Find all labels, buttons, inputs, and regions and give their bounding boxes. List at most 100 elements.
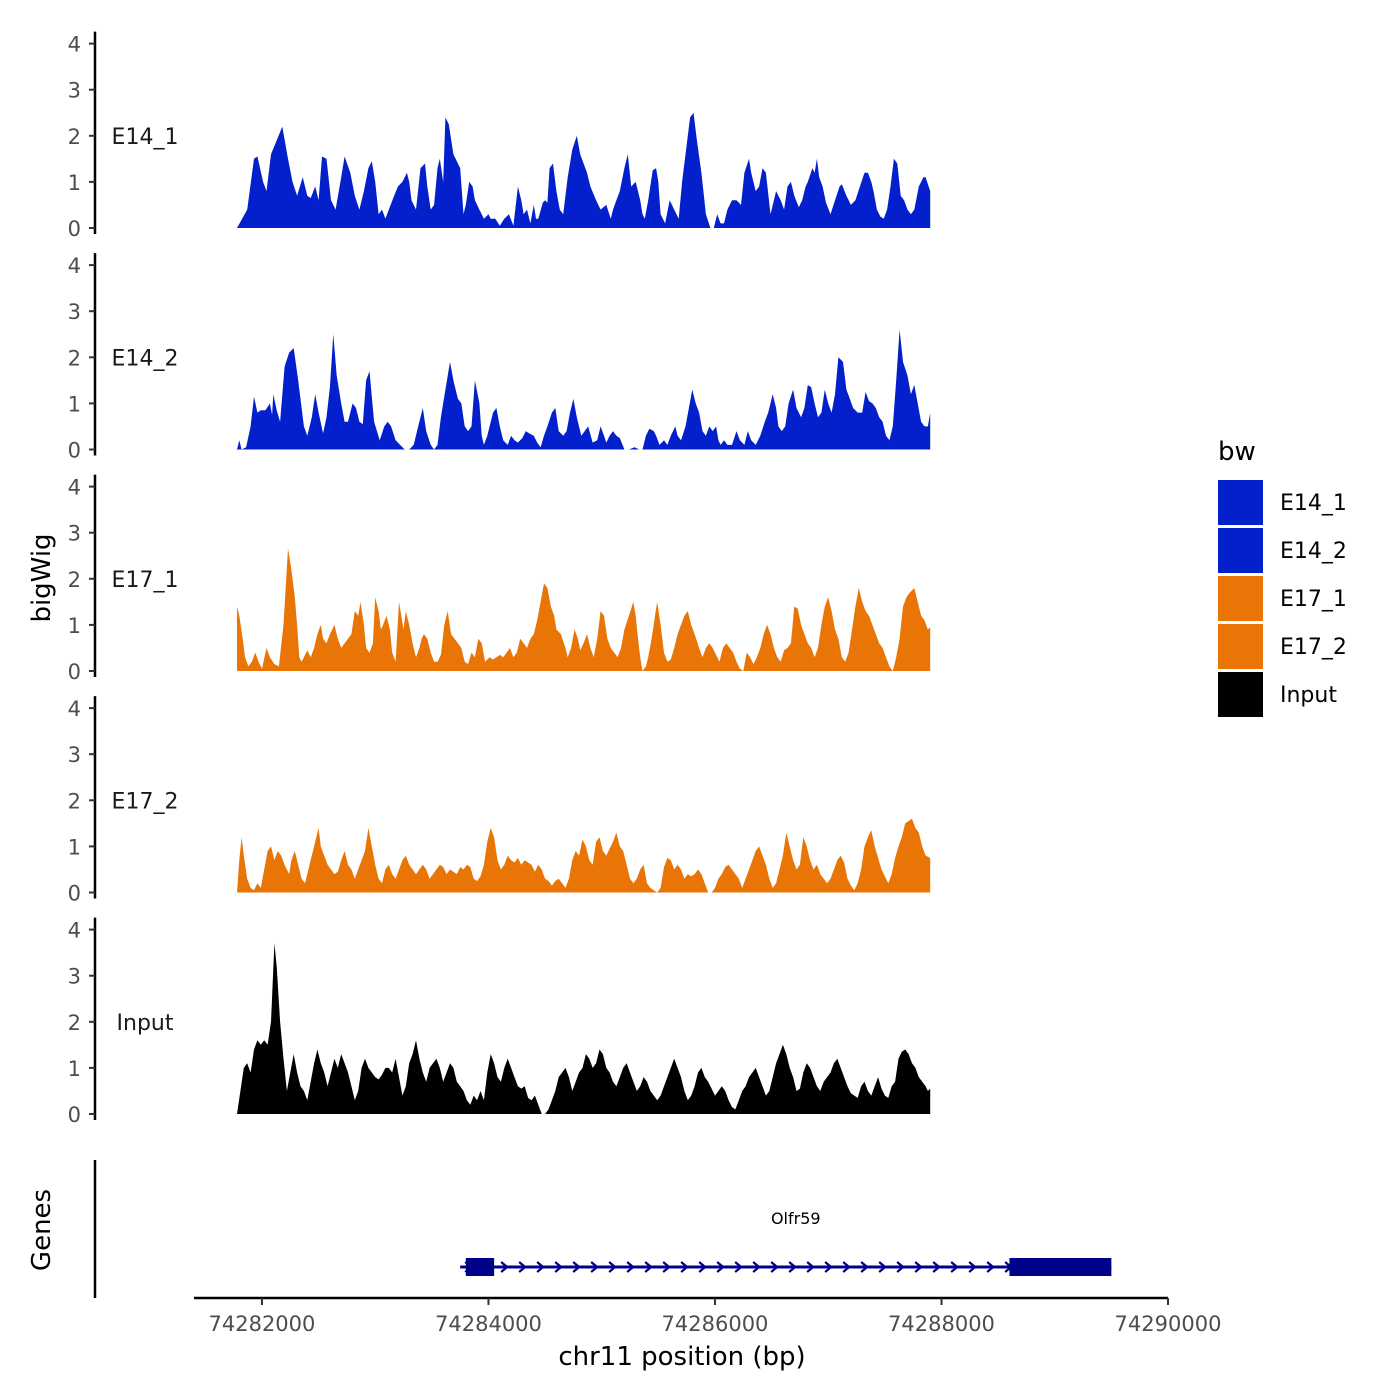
y-tick-label-E14_1-2: 2	[68, 125, 81, 149]
track-label-E17_2: E17_2	[112, 789, 179, 814]
legend-item-E14_1[interactable]: E14_1	[1218, 480, 1347, 525]
y-tick-label-E17_2-2: 2	[68, 789, 81, 813]
legend-label-Input: Input	[1280, 683, 1337, 708]
y-tick-label-Input-1: 1	[68, 1057, 81, 1081]
strand-arrow-icon	[842, 1261, 851, 1273]
legend-swatch-Input	[1218, 672, 1263, 717]
track-label-Input: Input	[117, 1011, 174, 1036]
panel-Input: 0 1 2 3 4 Input	[68, 917, 931, 1127]
strand-arrow-icon	[716, 1261, 725, 1273]
x-axis-title: chr11 position (bp)	[558, 1342, 805, 1372]
strand-arrow-icon	[572, 1261, 581, 1273]
panel-E14_1: 0 1 2 3 4 E14_1	[68, 31, 931, 241]
legend-swatch-E17_2	[1218, 624, 1263, 669]
legend-label-E17_2: E17_2	[1280, 635, 1347, 660]
gene-panel-title: Genes	[27, 1189, 57, 1271]
y-tick-label-E17_1-2: 2	[68, 568, 81, 592]
strand-arrow-icon	[644, 1261, 653, 1273]
y-tick-label-E14_2-2: 2	[68, 346, 81, 370]
strand-arrow-icon	[986, 1261, 995, 1273]
strand-arrow-icon	[878, 1261, 887, 1273]
y-tick-label-E17_1-0: 0	[68, 660, 81, 684]
x-tick-label-74288000: 74288000	[888, 1312, 995, 1336]
strand-arrow-icon	[680, 1261, 689, 1273]
strand-arrow-icon	[806, 1261, 815, 1273]
gene-exon-1	[465, 1258, 495, 1276]
y-tick-label-E14_2-4: 4	[68, 254, 81, 278]
y-tick-label-Input-0: 0	[68, 1103, 81, 1127]
x-tick-label-74284000: 74284000	[435, 1312, 542, 1336]
legend-item-E14_2[interactable]: E14_2	[1218, 528, 1347, 573]
y-tick-label-E17_1-3: 3	[68, 522, 81, 546]
y-tick-label-E17_2-3: 3	[68, 743, 81, 767]
panel-E17_2: 0 1 2 3 4 E17_2	[68, 696, 931, 906]
y-tick-label-E17_1-4: 4	[68, 476, 81, 500]
strand-arrow-icon	[698, 1261, 707, 1273]
strand-arrow-icon	[518, 1261, 527, 1273]
coverage-area-E14_1	[237, 112, 931, 228]
strand-arrow-icon	[752, 1261, 761, 1273]
x-tick-label-74286000: 74286000	[662, 1312, 769, 1336]
panel-E14_2: 0 1 2 3 4 E14_2	[68, 253, 931, 463]
track-label-E14_1: E14_1	[112, 125, 179, 150]
legend-label-E14_2: E14_2	[1280, 539, 1347, 564]
y-tick-label-Input-3: 3	[68, 965, 81, 989]
strand-arrow-icon	[950, 1261, 959, 1273]
track-label-E17_1: E17_1	[112, 568, 179, 593]
legend-item-E17_2[interactable]: E17_2	[1218, 624, 1347, 669]
coverage-area-E14_2	[237, 329, 931, 450]
strand-arrow-icon	[662, 1261, 671, 1273]
coverage-area-Input	[237, 943, 931, 1114]
y-tick-label-E14_2-0: 0	[68, 439, 81, 463]
legend-item-E17_1[interactable]: E17_1	[1218, 576, 1347, 621]
legend-item-Input[interactable]: Input	[1218, 672, 1337, 717]
strand-arrow-icon	[860, 1261, 869, 1273]
strand-arrow-icon	[788, 1261, 797, 1273]
strand-arrow-icon	[824, 1261, 833, 1273]
y-tick-label-E14_1-4: 4	[68, 33, 81, 57]
strand-arrow-icon	[536, 1261, 545, 1273]
legend-label-E14_1: E14_1	[1280, 491, 1347, 516]
y-tick-label-E14_1-3: 3	[68, 79, 81, 103]
coverage-area-E17_2	[237, 818, 931, 893]
gene-name-label: Olfr59	[771, 1209, 821, 1228]
coverage-area-E17_1	[237, 548, 931, 671]
y-tick-label-E14_2-1: 1	[68, 392, 81, 416]
legend-label-E17_1: E17_1	[1280, 587, 1347, 612]
strand-arrow-icon	[770, 1261, 779, 1273]
y-tick-label-E17_2-4: 4	[68, 697, 81, 721]
x-tick-label-74282000: 74282000	[209, 1312, 316, 1336]
strand-arrow-icon	[734, 1261, 743, 1273]
strand-arrow-icon	[932, 1261, 941, 1273]
y-tick-label-Input-2: 2	[68, 1011, 81, 1035]
legend-swatch-E14_1	[1218, 480, 1263, 525]
strand-arrow-icon	[626, 1261, 635, 1273]
y-tick-label-Input-4: 4	[68, 919, 81, 943]
legend[interactable]: E14_1 E14_2 E17_1 E17_2 Input	[1218, 480, 1347, 717]
y-tick-label-E14_1-1: 1	[68, 171, 81, 195]
y-tick-label-E17_2-1: 1	[68, 835, 81, 859]
y-tick-label-E14_2-3: 3	[68, 300, 81, 324]
strand-arrow-icon	[914, 1261, 923, 1273]
strand-arrow-icon	[554, 1261, 563, 1273]
gene-exon-2	[1009, 1258, 1112, 1276]
y-tick-label-E17_2-0: 0	[68, 882, 81, 906]
y-axis-title: bigWig	[27, 533, 57, 622]
strand-arrow-icon	[590, 1261, 599, 1273]
track-label-E14_2: E14_2	[112, 346, 179, 371]
x-tick-label-74290000: 74290000	[1115, 1312, 1222, 1336]
panel-E17_1: 0 1 2 3 4 E17_1	[68, 474, 931, 684]
y-tick-label-E14_1-0: 0	[68, 217, 81, 241]
strand-arrow-icon	[500, 1261, 509, 1273]
strand-arrow-icon	[608, 1261, 617, 1273]
legend-swatch-E17_1	[1218, 576, 1263, 621]
y-tick-label-E17_1-1: 1	[68, 614, 81, 638]
legend-swatch-E14_2	[1218, 528, 1263, 573]
legend-title: bw	[1218, 437, 1256, 467]
x-axis: 74282000 74284000 74286000 74288000 74290000	[194, 1296, 1222, 1336]
gene-track: Olfr59	[93, 1160, 1112, 1298]
strand-arrow-icon	[896, 1261, 905, 1273]
strand-arrow-icon	[968, 1261, 977, 1273]
track-panels: 0 1 2 3 4 E14_1 0 1 2 3 4 E14_2 0 1 2 3 4 E17_1 0 1 2 3 4 E17_2…	[68, 31, 931, 1127]
